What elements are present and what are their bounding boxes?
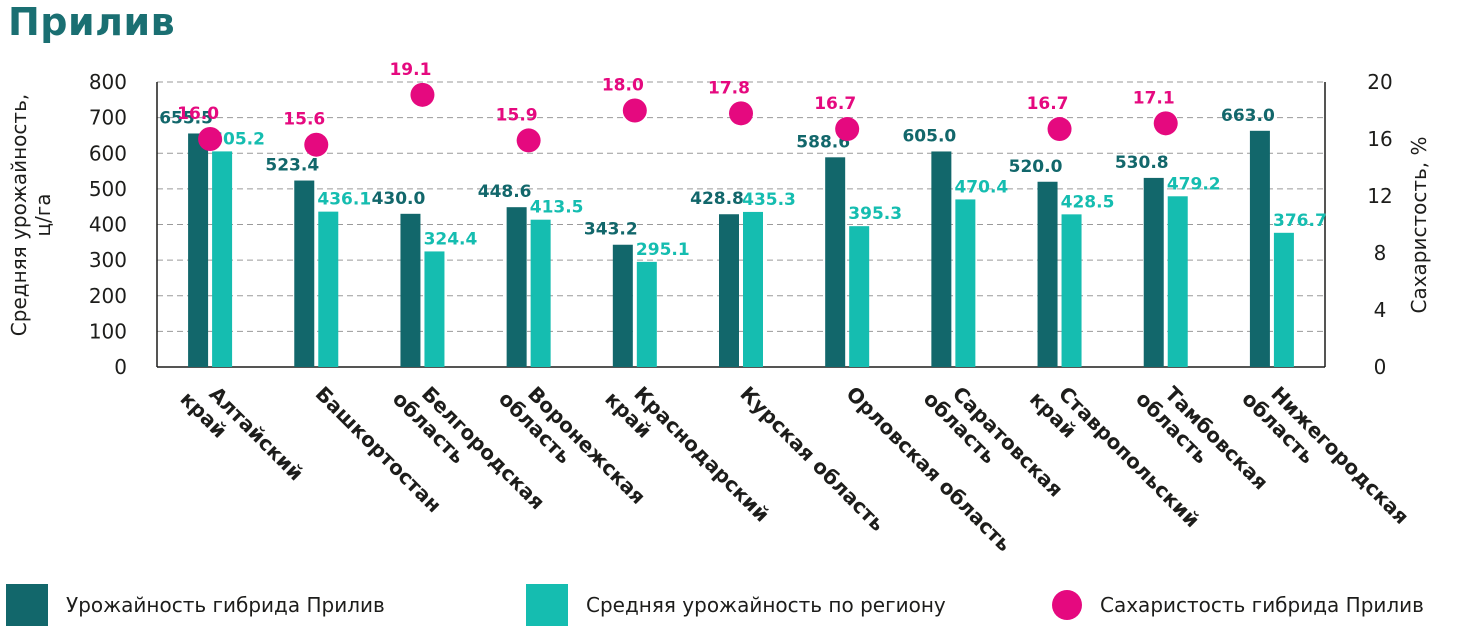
data-label-hybrid: 605.0 bbox=[902, 126, 956, 146]
y-tick-label: 800 bbox=[89, 70, 127, 94]
sugar-point bbox=[304, 132, 329, 157]
sugar-point bbox=[1047, 117, 1072, 142]
data-label-hybrid: 530.8 bbox=[1115, 153, 1169, 173]
y2-axis-title: Сахаристость, % bbox=[1407, 136, 1431, 313]
bar-hybrid bbox=[506, 207, 527, 367]
y-tick-label: 300 bbox=[89, 248, 127, 272]
legend-item-regional: Средняя урожайность по региону bbox=[526, 584, 946, 626]
bar-regional bbox=[636, 261, 657, 367]
y-tick-label: 700 bbox=[89, 106, 127, 130]
data-label-sugar: 19.1 bbox=[389, 60, 431, 80]
bar-hybrid bbox=[400, 213, 421, 367]
data-label-hybrid: 448.6 bbox=[478, 182, 532, 202]
legend-label-hybrid: Урожайность гибрида Прилив bbox=[66, 593, 385, 617]
bar-regional bbox=[424, 251, 445, 367]
y2-tick-label: 8 bbox=[1374, 241, 1387, 265]
data-label-regional: 295.1 bbox=[636, 240, 690, 260]
bar-hybrid bbox=[294, 180, 315, 367]
y2-tick-label: 4 bbox=[1374, 298, 1387, 322]
bar-hybrid bbox=[719, 214, 739, 367]
legend-label-sugar: Сахаристость гибрида Прилив bbox=[1100, 593, 1424, 617]
category-label: Нижегородскаяобласть bbox=[1237, 370, 1413, 546]
bar-regional bbox=[212, 151, 233, 367]
bar-regional bbox=[955, 199, 976, 367]
data-label-regional: 395.3 bbox=[848, 204, 902, 224]
category-label-line: Нижегородская bbox=[1266, 382, 1413, 529]
data-label-regional: 479.2 bbox=[1167, 174, 1221, 194]
data-label-hybrid: 343.2 bbox=[584, 220, 638, 240]
y-axis-title-line: Средняя урожайность, bbox=[7, 94, 31, 336]
bar-regional bbox=[530, 219, 551, 367]
sugar-point bbox=[410, 82, 435, 107]
bar-regional bbox=[849, 226, 870, 367]
y2-tick-label: 12 bbox=[1367, 184, 1392, 208]
y-tick-label: 500 bbox=[89, 177, 127, 201]
y2-tick-label: 16 bbox=[1367, 127, 1392, 151]
legend-item-hybrid: Урожайность гибрида Прилив bbox=[6, 584, 385, 626]
bar-hybrid bbox=[825, 157, 846, 367]
data-label-hybrid: 588.6 bbox=[796, 132, 850, 152]
data-label-sugar: 17.8 bbox=[708, 78, 750, 98]
data-label-hybrid: 428.8 bbox=[690, 189, 744, 209]
y-tick-label: 0 bbox=[114, 355, 127, 379]
data-label-sugar: 18.0 bbox=[602, 76, 644, 96]
bar-hybrid bbox=[1143, 177, 1164, 367]
y-tick-label: 200 bbox=[89, 284, 127, 308]
chart-title: Прилив bbox=[8, 0, 176, 44]
sugar-point bbox=[835, 117, 860, 142]
legend-item-sugar: Сахаристость гибрида Прилив bbox=[1052, 584, 1424, 626]
legend-dot-sugar bbox=[1052, 590, 1082, 620]
legend-swatch-hybrid bbox=[6, 584, 48, 626]
bar-hybrid bbox=[1249, 130, 1270, 367]
bar-regional bbox=[743, 211, 763, 367]
y2-tick-label: 0 bbox=[1374, 355, 1387, 379]
data-label-hybrid: 430.0 bbox=[372, 189, 426, 209]
sugar-point bbox=[516, 128, 541, 153]
data-label-regional: 470.4 bbox=[954, 177, 1008, 197]
bar-regional bbox=[1167, 196, 1188, 367]
y-axis-title: Средняя урожайность,ц/га bbox=[7, 94, 55, 336]
data-label-regional: 324.4 bbox=[424, 229, 478, 249]
data-label-regional: 605.2 bbox=[211, 129, 265, 149]
data-label-hybrid: 663.0 bbox=[1221, 106, 1275, 126]
legend-swatch-regional bbox=[526, 584, 568, 626]
data-label-sugar: 15.9 bbox=[496, 105, 538, 125]
legend-label-regional: Средняя урожайность по региону bbox=[586, 593, 946, 617]
data-label-regional: 428.5 bbox=[1061, 192, 1115, 212]
sugar-point bbox=[1153, 111, 1178, 136]
data-label-regional: 376.7 bbox=[1273, 211, 1327, 231]
y-tick-label: 100 bbox=[89, 319, 127, 343]
y-axis-title-line: ц/га bbox=[31, 193, 55, 236]
bar-hybrid bbox=[931, 151, 952, 367]
data-label-sugar: 16.7 bbox=[814, 94, 856, 114]
category-label: Воронежскаяобласть bbox=[494, 370, 650, 526]
data-label-hybrid: 655.5 bbox=[159, 108, 213, 128]
bar-hybrid bbox=[1037, 181, 1058, 367]
data-label-regional: 436.1 bbox=[317, 190, 371, 210]
y-tick-label: 600 bbox=[89, 141, 127, 165]
sugar-point bbox=[198, 127, 223, 151]
data-label-regional: 413.5 bbox=[530, 198, 584, 218]
y-tick-label: 400 bbox=[89, 213, 127, 237]
bar-regional bbox=[318, 211, 339, 367]
sugar-point bbox=[729, 101, 753, 126]
bar-hybrid bbox=[188, 133, 209, 367]
chart: 0 100 200 300 400 500 600 700 800 0 4 8 12 16 20 Средня… bbox=[7, 60, 1431, 556]
data-label-hybrid: 520.0 bbox=[1009, 157, 1063, 177]
bar-hybrid bbox=[612, 244, 633, 367]
data-label-sugar: 16.0 bbox=[177, 104, 219, 124]
bar-regional bbox=[1061, 214, 1082, 367]
data-label-sugar: 16.7 bbox=[1027, 94, 1069, 114]
y2-tick-label: 20 bbox=[1367, 70, 1392, 94]
data-label-sugar: 17.1 bbox=[1133, 88, 1175, 108]
sugar-point bbox=[622, 98, 647, 123]
category-label: Алтайскийкрай bbox=[176, 370, 309, 503]
data-label-regional: 435.3 bbox=[742, 190, 796, 210]
category-label: Белгородскаяобласть bbox=[388, 370, 550, 532]
data-label-sugar: 15.6 bbox=[283, 110, 325, 130]
bar-regional bbox=[1273, 232, 1294, 367]
data-label-hybrid: 523.4 bbox=[265, 156, 319, 176]
